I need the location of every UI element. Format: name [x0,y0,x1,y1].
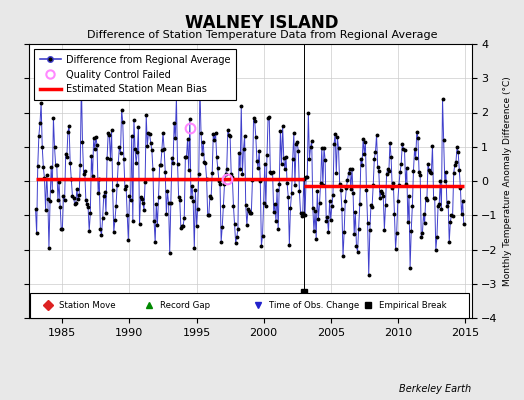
Y-axis label: Monthly Temperature Anomaly Difference (°C): Monthly Temperature Anomaly Difference (… [504,76,512,286]
Text: Time of Obs. Change: Time of Obs. Change [269,301,359,310]
Text: Empirical Break: Empirical Break [379,301,446,310]
FancyBboxPatch shape [30,293,469,318]
Text: Difference of Station Temperature Data from Regional Average: Difference of Station Temperature Data f… [87,30,437,40]
Text: Record Gap: Record Gap [160,301,210,310]
Text: Berkeley Earth: Berkeley Earth [399,384,472,394]
Text: Station Move: Station Move [59,301,115,310]
Legend: Difference from Regional Average, Quality Control Failed, Estimated Station Mean: Difference from Regional Average, Qualit… [34,49,236,100]
Text: WALNEY ISLAND: WALNEY ISLAND [185,14,339,32]
